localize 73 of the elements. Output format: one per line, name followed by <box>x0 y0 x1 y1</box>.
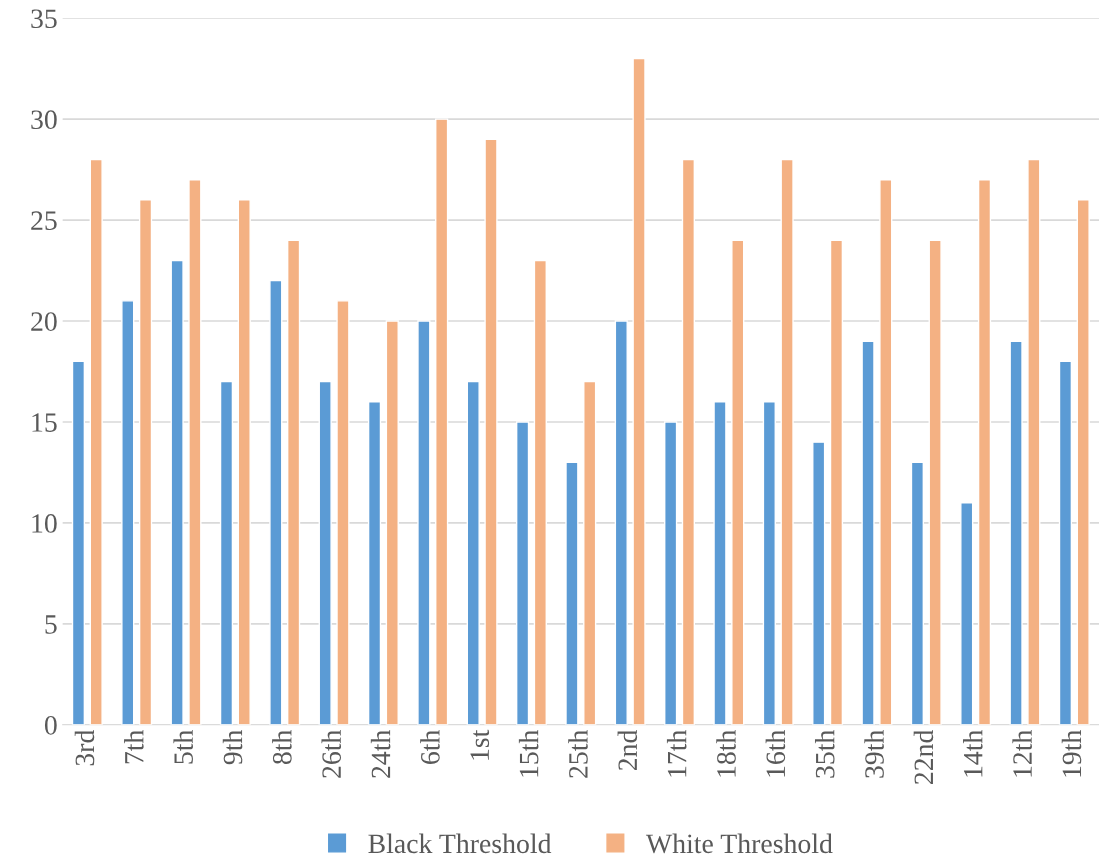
bar <box>780 158 794 725</box>
x-tick-label: 16th <box>765 730 786 777</box>
bar <box>731 239 745 725</box>
y-tick-label: 25 <box>31 211 57 231</box>
bar <box>188 179 202 725</box>
bar <box>614 320 628 725</box>
bar <box>385 320 399 725</box>
y-tick-label: 35 <box>31 9 57 29</box>
bar <box>1058 360 1073 725</box>
bar <box>286 239 301 725</box>
bar <box>367 401 382 725</box>
x-tick-label: 9th <box>222 730 243 765</box>
bar <box>664 421 678 725</box>
bar <box>1009 340 1023 725</box>
bar <box>960 502 974 725</box>
bar <box>829 239 844 725</box>
bar <box>89 158 103 725</box>
bar <box>928 239 942 725</box>
bar <box>466 380 480 725</box>
y-tick-label: 30 <box>31 110 57 130</box>
bar <box>977 179 992 725</box>
x-tick-label: 25th <box>568 730 588 778</box>
x-tick-label: 17th <box>666 730 687 777</box>
x-tick-label: 8th <box>272 730 292 765</box>
x-tick-label: 35th <box>814 730 835 778</box>
bar <box>170 259 184 725</box>
bar <box>583 380 597 725</box>
x-tick-label: 39th <box>864 730 884 778</box>
x-tick-label: 5th <box>173 730 193 764</box>
bar <box>71 360 86 725</box>
bar <box>336 300 350 725</box>
x-tick-label: 14th <box>963 730 983 777</box>
x-tick-label: 22nd <box>913 730 934 785</box>
x-tick-label: 2nd <box>617 730 638 771</box>
x-tick-label: 18th <box>716 730 736 777</box>
bar <box>484 138 498 725</box>
bar <box>762 401 776 725</box>
y-tick-label: 10 <box>32 514 57 533</box>
bar <box>812 441 826 725</box>
x-tick-label: 7th <box>124 730 144 764</box>
bar <box>632 57 646 725</box>
bar <box>533 259 547 725</box>
bar <box>269 279 283 725</box>
bar <box>515 421 530 725</box>
legend-label: White Threshold <box>645 833 833 854</box>
bar <box>1076 199 1090 725</box>
x-tick-label: 26th <box>321 730 342 778</box>
y-tick-label: 15 <box>32 413 57 432</box>
x-tick-label: 3rd <box>74 730 95 766</box>
bar <box>861 340 875 725</box>
bar <box>121 300 135 725</box>
bar <box>565 461 579 725</box>
x-tick-label: 19th <box>1061 730 1082 777</box>
y-tick-label: 5 <box>45 615 57 634</box>
y-tick-label: 0 <box>44 715 57 735</box>
x-tick-label: 6th <box>420 730 440 764</box>
bar <box>1027 158 1041 725</box>
bar <box>681 158 696 725</box>
legend-label: Black Threshold <box>368 833 552 854</box>
bar <box>879 179 893 725</box>
x-tick-label: 24th <box>370 730 391 778</box>
bar <box>435 118 449 725</box>
bar <box>219 380 234 725</box>
bar <box>713 401 727 725</box>
x-tick-label: 12th <box>1012 730 1032 777</box>
bar <box>318 380 332 725</box>
y-tick-label: 20 <box>31 312 57 331</box>
x-tick-label: 1st <box>470 729 490 760</box>
x-tick-label: 15th <box>518 730 539 777</box>
bar <box>417 320 431 725</box>
bar <box>237 199 251 725</box>
bar <box>138 199 153 725</box>
bar <box>910 461 925 725</box>
